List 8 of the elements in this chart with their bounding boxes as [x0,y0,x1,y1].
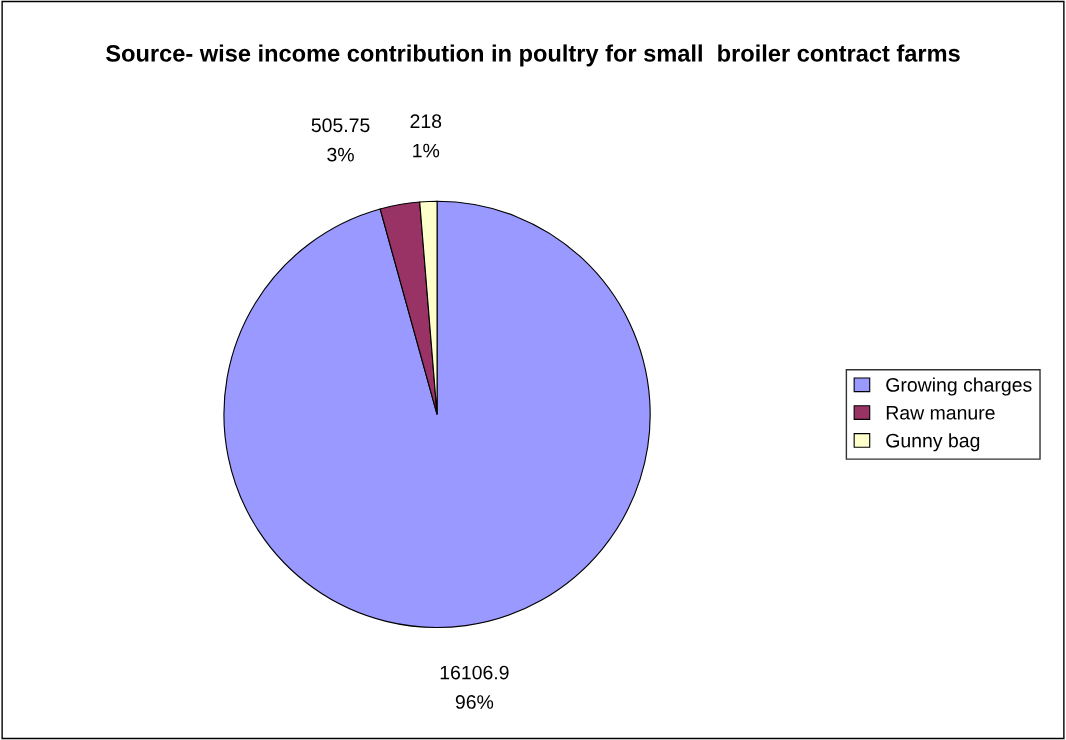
legend-label: Gunny bag [886,433,980,452]
pie-slice [223,200,651,629]
chart-title: Source- wise income contribution in poultry for small broiler contract farms [106,44,960,67]
data-label: 505.75 3% [311,118,370,162]
data-label: 16106.9 96% [440,665,509,709]
legend-label: Raw manure [886,406,995,420]
legend-label: Growing charges [886,377,1032,396]
data-label: 218 1% [410,114,442,158]
